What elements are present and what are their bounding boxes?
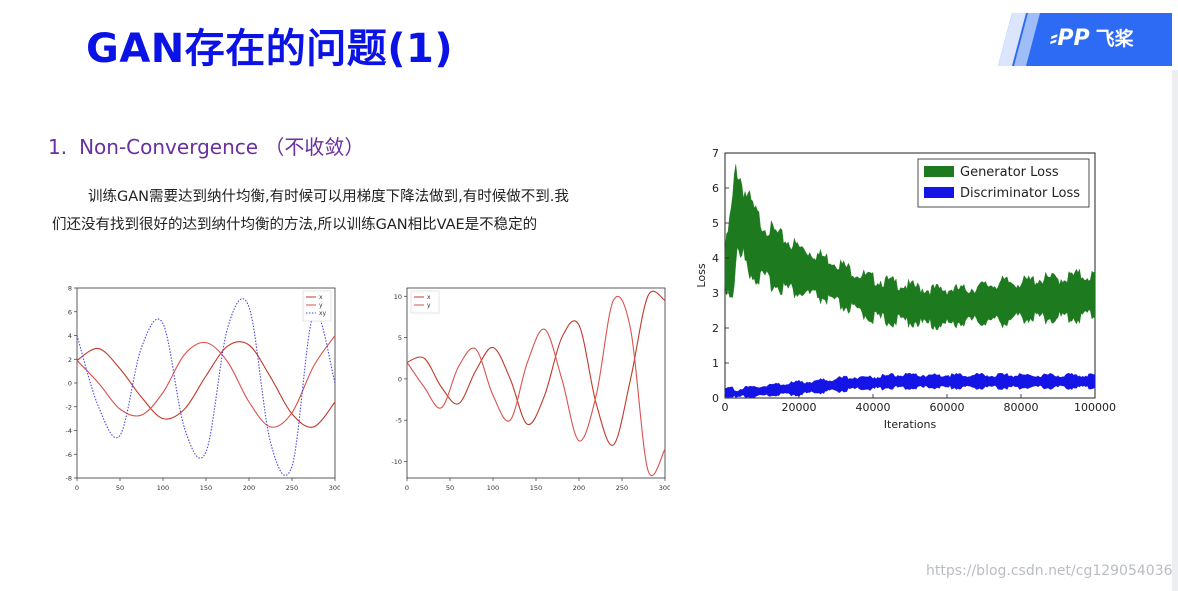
body-line-2: 们还没有找到很好的达到纳什均衡的方法,所以训练GAN相比VAE是不稳定的 (52, 217, 538, 233)
body-line-1-text: 训练GAN需要达到纳什均衡,有时候可以用梯度下降法做到,有时候做不到.我 (88, 189, 569, 205)
chart1-series-x-line (76, 341, 336, 428)
chart2-x-tick-label: 150 (530, 484, 542, 492)
chart2-legend-box (410, 290, 440, 314)
loss-series-generator-band (724, 164, 1096, 331)
loss-y-tick-label: 2 (712, 322, 719, 335)
chart2-series-x-line (406, 290, 666, 446)
chart2-plot-frame (406, 287, 666, 479)
logo-text: 飞桨 (1095, 28, 1134, 50)
loss-y-tick-label: 1 (712, 357, 719, 370)
chart2-y-tick-label: 5 (398, 334, 402, 342)
chart2-x-tick-label: 0 (405, 484, 409, 492)
chart1-y-tick-label: 6 (68, 308, 72, 316)
chart1-y-tick-label: 2 (68, 356, 72, 364)
chart1-x-tick-label: 150 (200, 484, 212, 492)
chart2-y-tick-label: -10 (391, 458, 402, 466)
loss-legend-swatch-generator (924, 166, 954, 177)
chart2-y-tick-label: 10 (394, 293, 402, 301)
body-paragraph: 训练GAN需要达到纳什均衡,有时候可以用梯度下降法做到,有时候做不到.我 们还没… (52, 183, 662, 239)
chart1-series-xy-line (76, 298, 336, 476)
chart1-y-tick-label: -6 (66, 451, 72, 459)
chart1-y-tick-label: -8 (66, 475, 72, 483)
loss-legend-label-discriminator: Discriminator Loss (960, 186, 1080, 201)
chart1-y-tick-label: 8 (68, 285, 72, 293)
loss-series-discriminator-band (724, 372, 1096, 398)
chart1-x-tick-label: 200 (243, 484, 255, 492)
scroll-edge (1172, 70, 1178, 591)
chart1-x-tick-label: 300 (329, 484, 340, 492)
chart1-series-y-line (76, 335, 336, 428)
loss-y-tick-label: 6 (712, 182, 719, 195)
loss-x-tick-label: 80000 (1004, 401, 1039, 414)
chart1-plot-frame (76, 287, 336, 479)
chart2-x-tick-label: 300 (659, 484, 670, 492)
chart1-legend-label-xy: xy (319, 310, 327, 317)
section-heading: 1. Non-Convergence （不收敛） (48, 131, 364, 160)
body-line-1: 训练GAN需要达到纳什均衡,有时候可以用梯度下降法做到,有时候做不到.我 (52, 183, 662, 211)
loss-x-axis-label: Iterations (884, 418, 937, 431)
loss-y-tick-label: 4 (712, 252, 719, 265)
chart1-x-tick-label: 50 (116, 484, 124, 492)
chart1-legend-label-y: y (319, 302, 323, 309)
chart2-x-tick-label: 200 (573, 484, 585, 492)
loss-y-tick-label: 0 (712, 392, 719, 405)
loss-x-tick-label: 60000 (930, 401, 965, 414)
logo-mark-icon: ⸗PP (1050, 26, 1090, 51)
chart2-y-tick-label: 0 (398, 375, 402, 383)
loss-x-tick-label: 100000 (1074, 401, 1116, 414)
chart2-series-y-line (406, 295, 666, 476)
chart1-y-tick-label: -4 (66, 427, 72, 435)
chart2-x-tick-label: 100 (487, 484, 499, 492)
loss-legend-label-generator: Generator Loss (960, 165, 1059, 180)
loss-x-tick-label: 40000 (856, 401, 891, 414)
chart2-legend-label-x: x (427, 294, 431, 301)
loss-chart: 0 20000 40000 60000 80000 100000 7 6 5 4 3 2 1 0 Itera… (695, 147, 1116, 431)
section-heading-text: Non-Convergence （不收敛） (79, 135, 365, 159)
chart1-y-tick-label: -2 (66, 403, 72, 411)
loss-legend-swatch-discriminator (924, 187, 954, 198)
chart2-legend-label-y: y (427, 302, 431, 309)
slide-title: GAN存在的问题(1) (86, 26, 454, 72)
section-number: 1. (48, 135, 68, 159)
chart1-legend-box (302, 290, 332, 322)
chart2-y-tick-label: -5 (396, 417, 402, 425)
chart1-x-tick-label: 0 (75, 484, 79, 492)
loss-x-tick-label: 0 (722, 401, 729, 414)
chart1-y-tick-label: 4 (68, 332, 72, 340)
loss-x-tick-label: 20000 (782, 401, 817, 414)
loss-y-tick-label: 5 (712, 217, 719, 230)
loss-y-tick-label: 7 (712, 147, 719, 160)
chart1-x-tick-label: 250 (286, 484, 298, 492)
chart2-x-tick-label: 50 (446, 484, 454, 492)
paddlepaddle-logo: ⸗PP 飞桨 (1050, 24, 1134, 51)
watermark: https://blog.csdn.net/cg129054036 (926, 563, 1173, 579)
chart2-x-tick-label: 250 (616, 484, 628, 492)
chart1-y-tick-label: 0 (68, 380, 72, 388)
loss-y-tick-label: 3 (712, 287, 719, 300)
chart1-legend-label-x: x (319, 294, 323, 301)
paddlepaddle-logo-banner (998, 13, 1172, 66)
chart1-x-tick-label: 100 (157, 484, 169, 492)
loss-y-axis-label: Loss (695, 263, 708, 287)
